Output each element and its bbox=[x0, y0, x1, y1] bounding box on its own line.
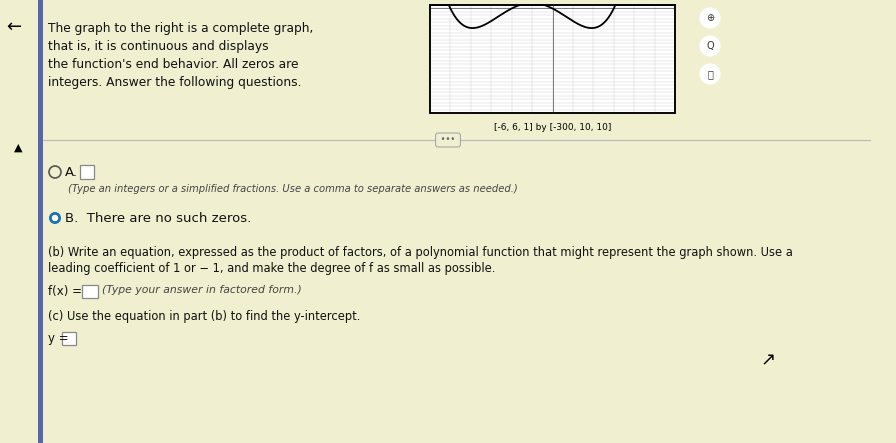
Text: Q: Q bbox=[706, 41, 714, 51]
Bar bbox=[38, 0, 43, 443]
Bar bbox=[430, 5, 675, 113]
Text: The graph to the right is a complete graph,: The graph to the right is a complete gra… bbox=[48, 22, 314, 35]
Text: B.  There are no such zeros.: B. There are no such zeros. bbox=[65, 211, 251, 225]
Text: (c) Use the equation in part (b) to find the y-intercept.: (c) Use the equation in part (b) to find… bbox=[48, 310, 360, 323]
Text: f(x) =: f(x) = bbox=[48, 285, 82, 298]
Text: A.: A. bbox=[65, 166, 78, 179]
Bar bbox=[430, 5, 675, 113]
Circle shape bbox=[49, 212, 61, 224]
Text: ⊕: ⊕ bbox=[706, 13, 714, 23]
Text: ▲: ▲ bbox=[14, 143, 22, 153]
Bar bbox=[80, 165, 94, 179]
Text: ⤢: ⤢ bbox=[707, 69, 713, 79]
Text: ↗: ↗ bbox=[760, 351, 775, 369]
Bar bbox=[82, 285, 98, 298]
Circle shape bbox=[700, 8, 720, 28]
Circle shape bbox=[53, 215, 57, 221]
Text: [-6, 6, 1] by [-300, 10, 10]: [-6, 6, 1] by [-300, 10, 10] bbox=[494, 123, 611, 132]
Text: the function's end behavior. All zeros are: the function's end behavior. All zeros a… bbox=[48, 58, 298, 71]
Text: (b) Write an equation, expressed as the product of factors, of a polynomial func: (b) Write an equation, expressed as the … bbox=[48, 246, 793, 259]
Bar bbox=[62, 332, 76, 345]
Text: •••: ••• bbox=[438, 136, 458, 144]
Circle shape bbox=[700, 36, 720, 56]
Text: leading coefficient of 1 or − 1, and make the degree of f as small as possible.: leading coefficient of 1 or − 1, and mak… bbox=[48, 262, 495, 275]
Text: integers. Answer the following questions.: integers. Answer the following questions… bbox=[48, 76, 301, 89]
Circle shape bbox=[700, 64, 720, 84]
Text: y =: y = bbox=[48, 332, 69, 345]
Text: that is, it is continuous and displays: that is, it is continuous and displays bbox=[48, 40, 269, 53]
Text: (Type an integers or a simplified fractions. Use a comma to separate answers as : (Type an integers or a simplified fracti… bbox=[68, 184, 518, 194]
Text: (Type your answer in factored form.): (Type your answer in factored form.) bbox=[102, 285, 302, 295]
Text: ←: ← bbox=[6, 18, 22, 36]
